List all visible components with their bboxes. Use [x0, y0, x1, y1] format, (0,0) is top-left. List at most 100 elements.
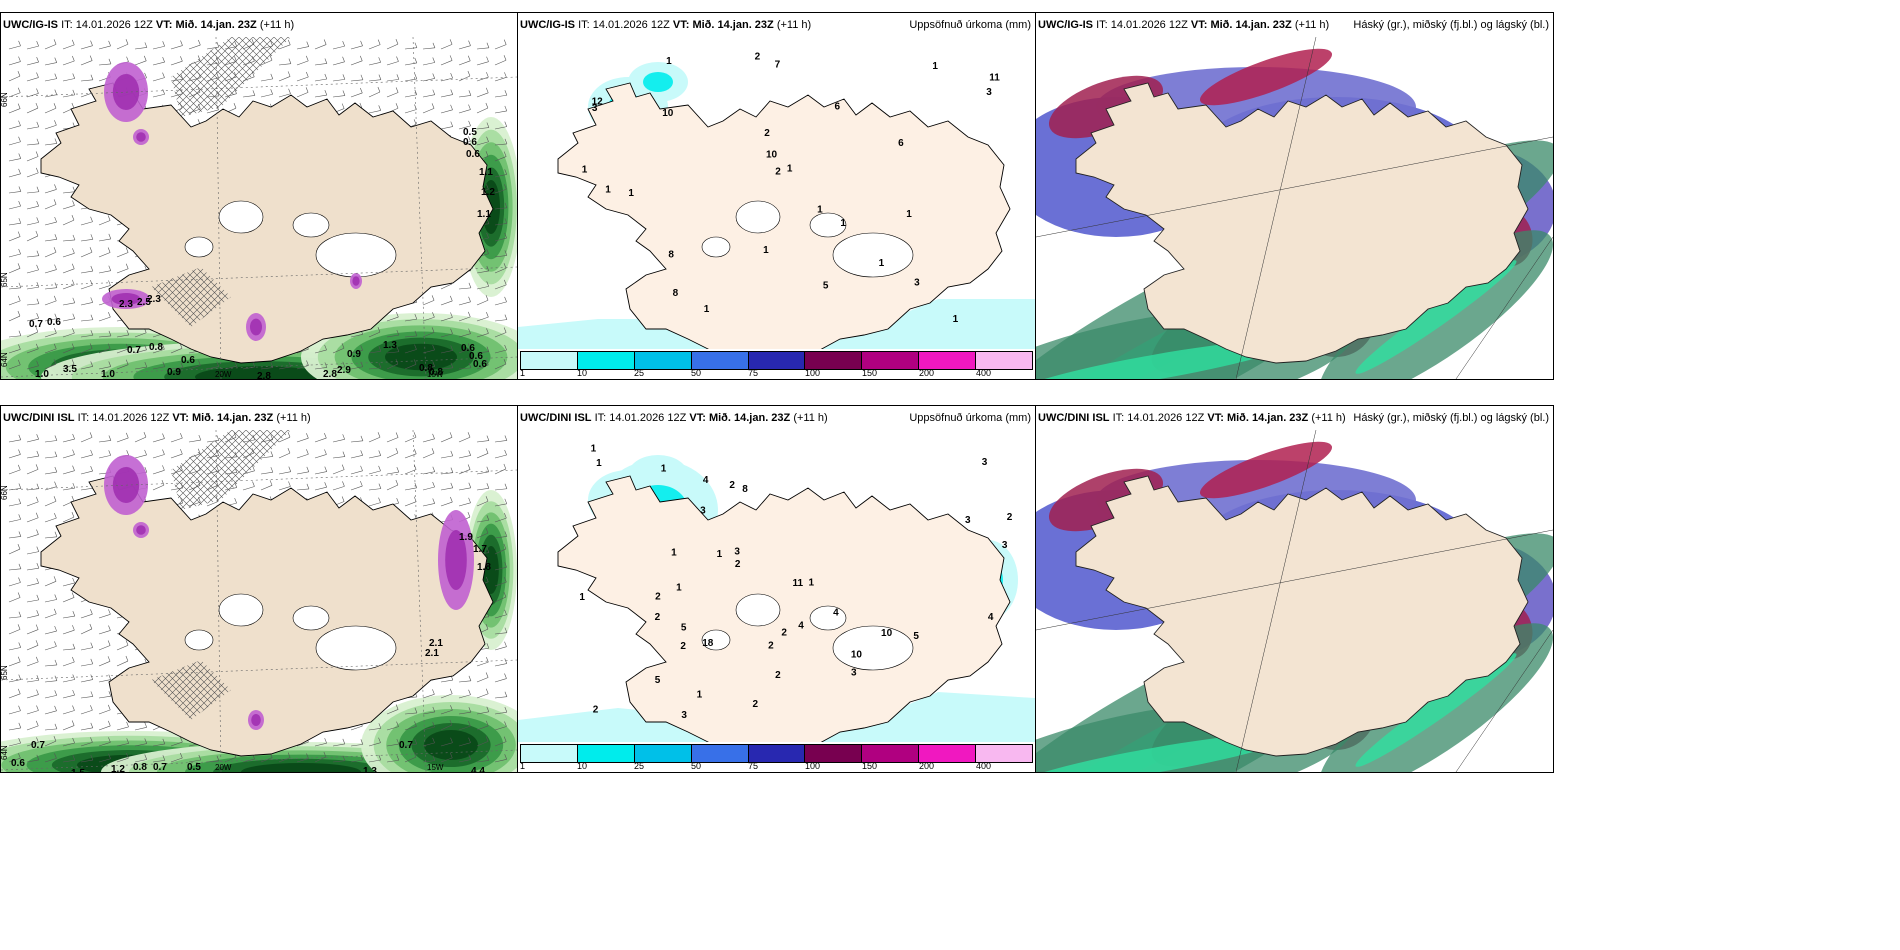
vt-value: Mið. 14.jan. 23Z — [191, 412, 274, 424]
gust-value-label: 0.7 — [31, 740, 45, 751]
precip-value-label: 3 — [965, 515, 971, 526]
precip-value-label: 1 — [787, 164, 793, 175]
lead-time: (+11 h) — [276, 412, 311, 424]
panel-title: Háský (gr.), miðský (fj.bl.) og lágský (… — [1353, 412, 1549, 424]
precip-colorbar: 1 10 25 50 75 100 150 200 400 — [518, 742, 1035, 772]
gust-value-label: 1.1 — [477, 209, 491, 220]
gust-value-label: 0.6 — [11, 758, 25, 769]
degree-label: 64N — [1, 352, 9, 367]
colorbar-tick-label: 25 — [634, 761, 645, 771]
lat-lon-grid — [1, 430, 517, 772]
precip-value-label: 1 — [817, 205, 823, 216]
gust-value-label: 0.6 — [469, 351, 483, 362]
colorbar-tick-label: 100 — [805, 368, 821, 378]
gust-value-label: 0.5 — [187, 762, 201, 772]
vt-prefix: VT: — [172, 412, 189, 424]
precip-value-label: 1 — [671, 548, 677, 559]
map-canvas[interactable]: 1113210818210213221253332112455224434111… — [518, 430, 1035, 744]
gust-value-label: 0.6 — [463, 137, 477, 148]
precip-value-label: 2 — [735, 559, 741, 570]
gust-value-label: 2.8 — [257, 371, 271, 379]
colorbar-swatch — [634, 745, 692, 762]
precip-value-label: 2 — [1007, 512, 1013, 523]
it-prefix: IT: — [1096, 19, 1108, 31]
vt-value: Mið. 14.jan. 23Z — [1210, 19, 1292, 31]
panel-header: UWC/DINI ISL IT: 14.01.2026 12Z VT: Mið.… — [1036, 406, 1553, 430]
map-canvas[interactable]: 66N 65N 64N 20W 15W 66N 64N 1.91.7 1.8 2.12.1 0.7 0… — [1, 430, 517, 772]
precip-value-label: 3 — [986, 87, 992, 98]
it-value: 14.01.2026 12Z — [75, 19, 153, 31]
gust-value-label: 1.2 — [481, 187, 495, 198]
model-name: UWC/IG-IS — [3, 19, 58, 31]
gust-value-label: 1.1 — [479, 167, 493, 178]
gust-value-label: 0.5 — [463, 127, 477, 138]
precip-value-label: 3 — [851, 668, 857, 679]
hatched-area — [151, 660, 231, 720]
precip-value-label: 2 — [655, 612, 661, 623]
colorbar-tick-label: 75 — [748, 368, 759, 378]
precip-value-label: 3 — [681, 710, 687, 721]
gust-value-label: 4.4 — [471, 766, 485, 772]
precip-value-label: 1 — [763, 245, 769, 256]
model-name: UWC/DINI ISL — [3, 412, 75, 424]
precip-value-label: 4 — [833, 608, 839, 619]
it-prefix: IT: — [77, 412, 90, 424]
gust-value-label: 0.6 — [473, 359, 487, 370]
precip-value-label: 1 — [605, 184, 611, 195]
colorbar-swatch — [805, 352, 863, 369]
precip-value-label: 1 — [628, 188, 634, 199]
it-prefix: IT: — [1112, 412, 1125, 424]
gust-value-label: 1.8 — [477, 562, 491, 573]
gust-value-label: 1.3 — [383, 340, 397, 351]
precip-value-label: 6 — [898, 138, 904, 149]
precip-value-label: 1 — [661, 464, 667, 475]
map-canvas[interactable] — [1036, 37, 1553, 379]
gust-value-label: 0.8 — [149, 342, 163, 353]
gust-value-label: 1.0 — [101, 369, 115, 379]
it-value: 14.01.2026 12Z — [92, 412, 170, 424]
precip-value-label: 1 — [591, 444, 597, 455]
precip-value-label: 1 — [932, 61, 938, 72]
map-panel-wind-dini: UWC/DINI ISL IT: 14.01.2026 12Z VT: Mið.… — [0, 405, 518, 773]
precip-value-label: 3 — [982, 457, 988, 468]
gust-value-label: 0.8 — [133, 762, 147, 772]
it-prefix: IT: — [594, 412, 607, 424]
glacier-areas — [184, 200, 397, 278]
precip-value-label: 2 — [753, 699, 759, 710]
precip-value-label: 10 — [881, 628, 893, 639]
map-canvas[interactable] — [1036, 430, 1553, 772]
colorbar-swatch — [919, 745, 977, 762]
precip-value-label: 1 — [840, 218, 846, 229]
colorbar-swatch — [805, 745, 863, 762]
precip-value-label: 8 — [742, 484, 748, 495]
gust-value-label: 2.8 — [323, 369, 337, 379]
glacier-areas — [184, 593, 397, 671]
lead-time: (+11 h) — [776, 19, 812, 31]
panel-header: UWC/IG-IS IT: 14.01.2026 12Z VT: Mið. 14… — [1036, 13, 1553, 37]
precip-value-label: 2 — [680, 641, 686, 652]
colorbar-tick-label: 75 — [748, 761, 759, 771]
gust-value-label: 1.0 — [35, 369, 49, 379]
it-value: 14.01.2026 12Z — [1127, 412, 1205, 424]
colorbar-tick-label: 200 — [919, 368, 935, 378]
gust-value-label: 2.1 — [429, 638, 443, 649]
colorbar-swatch — [976, 352, 1033, 369]
lat-lon-grid — [1, 37, 517, 379]
colorbar-swatch — [976, 745, 1033, 762]
gust-value-label: 1.3 — [363, 766, 377, 772]
precip-value-label: 3 — [734, 546, 740, 557]
precip-value-label: 11 — [989, 72, 1000, 83]
precip-value-label: 6 — [835, 101, 841, 112]
colorbar-tick-label: 200 — [919, 761, 935, 771]
precip-value-label: 1 — [697, 690, 703, 701]
lead-time: (+11 h) — [1294, 19, 1330, 31]
model-name: UWC/DINI ISL — [1038, 412, 1110, 424]
lat-lon-grid — [1036, 430, 1553, 772]
colorbar-tick-label: 10 — [577, 761, 588, 771]
vt-prefix: VT: — [672, 19, 690, 31]
gust-value-label: 1.7 — [473, 544, 487, 555]
colorbar-swatch — [577, 352, 635, 369]
map-panel-cloud-dini: UWC/DINI ISL IT: 14.01.2026 12Z VT: Mið.… — [1035, 405, 1554, 773]
